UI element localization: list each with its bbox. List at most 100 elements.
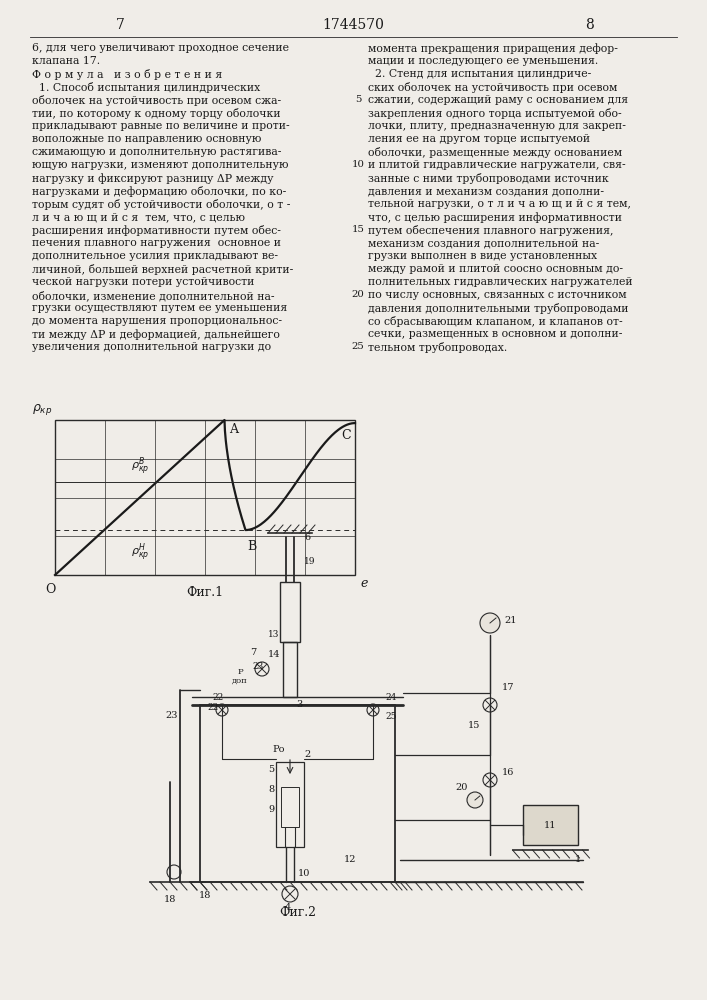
Text: 22: 22 (207, 703, 218, 712)
Bar (276, 762, 304, 847)
Text: 23: 23 (252, 662, 263, 671)
Text: лочки, плиту, предназначенную для закреп-: лочки, плиту, предназначенную для закреп… (368, 121, 626, 131)
Text: 6, для чего увеличивают проходное сечение: 6, для чего увеличивают проходное сечени… (32, 43, 289, 53)
Text: 5: 5 (355, 95, 361, 104)
Text: 10: 10 (351, 160, 364, 169)
Text: 13: 13 (268, 630, 279, 639)
Text: давления дополнительными трубопроводами: давления дополнительными трубопроводами (368, 303, 629, 314)
Text: 17: 17 (502, 683, 515, 692)
Text: 8: 8 (585, 18, 595, 32)
Text: A: A (230, 423, 238, 436)
Text: 24: 24 (385, 693, 397, 702)
Text: $\rho_{кр}$: $\rho_{кр}$ (32, 402, 52, 417)
Text: дополнительное усилия прикладывают ве-: дополнительное усилия прикладывают ве- (32, 251, 278, 261)
Text: 15: 15 (351, 225, 364, 234)
Text: 16: 16 (502, 768, 515, 777)
Text: Фиг.1: Фиг.1 (187, 586, 223, 599)
Text: 18: 18 (164, 895, 176, 904)
Text: ти между ΔP и деформацией, дальнейшего: ти между ΔP и деформацией, дальнейшего (32, 329, 280, 340)
Text: 20: 20 (351, 290, 364, 299)
Text: нагрузками и деформацию оболочки, по ко-: нагрузками и деформацию оболочки, по ко- (32, 186, 286, 197)
Text: 9: 9 (268, 805, 274, 814)
Text: мации и последующего ее уменьшения.: мации и последующего ее уменьшения. (368, 56, 598, 66)
Text: 8: 8 (268, 785, 274, 794)
Text: расширения информативности путем обес-: расширения информативности путем обес- (32, 225, 281, 236)
Text: 4: 4 (285, 903, 291, 912)
Text: C: C (341, 429, 351, 442)
Bar (283, 642, 297, 697)
Text: 1. Способ испытания цилиндрических: 1. Способ испытания цилиндрических (32, 82, 260, 93)
Text: 10: 10 (298, 869, 310, 879)
Text: 21: 21 (504, 616, 517, 625)
Text: механизм создания дополнительной на-: механизм создания дополнительной на- (368, 238, 600, 248)
Text: $\rho_{кр}^{B}$: $\rho_{кр}^{B}$ (131, 455, 149, 478)
Text: личиной, большей верхней расчетной крити-: личиной, большей верхней расчетной крити… (32, 264, 293, 275)
Text: прикладывают равные по величине и проти-: прикладывают равные по величине и проти- (32, 121, 290, 131)
Text: сечки, размещенных в основном и дополни-: сечки, размещенных в основном и дополни- (368, 329, 622, 339)
Text: что, с целью расширения информативности: что, с целью расширения информативности (368, 212, 622, 223)
Text: и плитой гидравлические нагружатели, свя-: и плитой гидравлические нагружатели, свя… (368, 160, 626, 170)
Text: момента прекращения приращения дефор-: момента прекращения приращения дефор- (368, 43, 618, 54)
Text: 1: 1 (575, 856, 581, 864)
Text: 12: 12 (344, 856, 356, 864)
Text: 3: 3 (296, 700, 303, 709)
Bar (281, 787, 299, 827)
Text: л и ч а ю щ и й с я  тем, что, с целью: л и ч а ю щ и й с я тем, что, с целью (32, 212, 245, 222)
Text: между рамой и плитой соосно основным до-: между рамой и плитой соосно основным до- (368, 264, 623, 274)
Text: воположные по направлению основную: воположные по направлению основную (32, 134, 262, 144)
Bar (280, 582, 300, 642)
Text: оболочки, размещенные между основанием: оболочки, размещенные между основанием (368, 147, 622, 158)
Text: оболочек на устойчивость при осевом сжа-: оболочек на устойчивость при осевом сжа- (32, 95, 281, 106)
Text: тии, по которому к одному торцу оболочки: тии, по которому к одному торцу оболочки (32, 108, 281, 119)
Text: сжимающую и дополнительную растягива-: сжимающую и дополнительную растягива- (32, 147, 281, 157)
Text: ских оболочек на устойчивость при осевом: ских оболочек на устойчивость при осевом (368, 82, 617, 93)
Text: 15: 15 (468, 721, 480, 730)
Text: 20: 20 (455, 783, 467, 792)
Text: 14: 14 (268, 650, 281, 659)
Text: B: B (247, 540, 257, 553)
Text: 5: 5 (268, 765, 274, 774)
Circle shape (467, 792, 483, 808)
Text: увеличения дополнительной нагрузки до: увеличения дополнительной нагрузки до (32, 342, 271, 352)
Text: Фиг.2: Фиг.2 (279, 906, 316, 918)
Text: O: O (45, 583, 55, 596)
Text: грузки осуществляют путем ее уменьшения: грузки осуществляют путем ее уменьшения (32, 303, 287, 313)
Text: Ф о р м у л а   и з о б р е т е н и я: Ф о р м у л а и з о б р е т е н и я (32, 69, 222, 80)
Text: нагрузку и фиксируют разницу ΔP между: нагрузку и фиксируют разницу ΔP между (32, 173, 274, 184)
Text: 2: 2 (304, 750, 310, 759)
Text: ческой нагрузки потери устойчивости: ческой нагрузки потери устойчивости (32, 277, 255, 287)
Bar (55, 420, 355, 575)
Text: 6: 6 (304, 533, 310, 542)
Text: путем обеспечения плавного нагружения,: путем обеспечения плавного нагружения, (368, 225, 614, 236)
Text: 2. Стенд для испытания цилиндриче-: 2. Стенд для испытания цилиндриче- (368, 69, 591, 79)
Text: оболочки, изменение дополнительной на-: оболочки, изменение дополнительной на- (32, 290, 274, 301)
Text: ления ее на другом торце испытуемой: ления ее на другом торце испытуемой (368, 134, 590, 144)
Text: по числу основных, связанных с источником: по числу основных, связанных с источнико… (368, 290, 626, 300)
Text: давления и механизм создания дополни-: давления и механизм создания дополни- (368, 186, 604, 196)
Text: торым судят об устойчивости оболочки, о т -: торым судят об устойчивости оболочки, о … (32, 199, 291, 210)
Text: 18: 18 (199, 890, 211, 900)
Text: сжатии, содержащий раму с основанием для: сжатии, содержащий раму с основанием для (368, 95, 628, 105)
Text: печения плавного нагружения  основное и: печения плавного нагружения основное и (32, 238, 281, 248)
Text: до момента нарушения пропорциональнос-: до момента нарушения пропорциональнос- (32, 316, 282, 326)
Text: e: e (360, 577, 368, 590)
Bar (522, 805, 578, 845)
Text: ющую нагрузки, изменяют дополнительную: ющую нагрузки, изменяют дополнительную (32, 160, 288, 170)
Text: 19: 19 (304, 557, 315, 566)
Text: 22: 22 (212, 693, 223, 702)
Text: $\rho_{кр}^{H}$: $\rho_{кр}^{H}$ (131, 542, 149, 564)
Text: Р
доп: Р доп (232, 668, 248, 685)
Text: со сбрасывающим клапаном, и клапанов от-: со сбрасывающим клапаном, и клапанов от- (368, 316, 623, 327)
Text: тельной нагрузки, о т л и ч а ю щ и й с я тем,: тельной нагрузки, о т л и ч а ю щ и й с … (368, 199, 631, 209)
Text: 7: 7 (250, 648, 256, 657)
Text: полнительных гидравлических нагружателей: полнительных гидравлических нагружателей (368, 277, 633, 287)
Text: 1744570: 1744570 (322, 18, 384, 32)
Text: 7: 7 (115, 18, 124, 32)
Text: клапана 17.: клапана 17. (32, 56, 100, 66)
Text: 25: 25 (385, 712, 397, 721)
Text: тельном трубопроводах.: тельном трубопроводах. (368, 342, 507, 353)
Text: грузки выполнен в виде установленных: грузки выполнен в виде установленных (368, 251, 597, 261)
Circle shape (480, 613, 500, 633)
Text: 25: 25 (351, 342, 364, 351)
Text: 23: 23 (165, 710, 178, 720)
